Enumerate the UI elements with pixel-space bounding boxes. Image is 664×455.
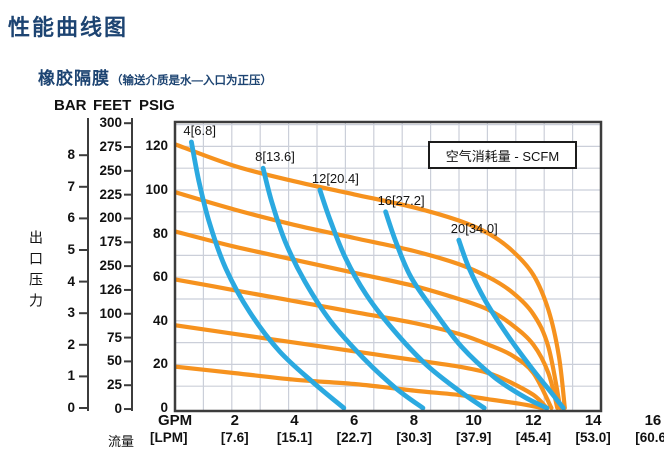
bar-axis-header: BAR — [54, 97, 87, 114]
pressure-curve — [176, 277, 554, 410]
ladder-scales — [79, 118, 133, 411]
air-consumption-curve — [260, 165, 426, 410]
flow-quantity-label: 流量 — [108, 434, 135, 449]
air-consumption-curve — [317, 187, 487, 410]
diaphragm-subtitle-main: 橡胶隔膜 — [38, 69, 110, 88]
pressure-curve — [176, 229, 560, 410]
air-consumption-curve — [383, 209, 550, 410]
plot-frame — [173, 120, 603, 413]
pressure-curve — [176, 142, 567, 410]
air-consumption-legend: 空气消耗量 - SCFM — [428, 141, 577, 169]
page-title: 性能曲线图 — [8, 15, 129, 40]
lpm-unit-label: [LPM] — [150, 430, 188, 445]
outlet-pressure-axis-title: 出口压力 — [28, 230, 44, 314]
air-consumption-curve — [189, 139, 347, 410]
pressure-curve — [176, 323, 549, 410]
gpm-unit-label: GPM — [158, 412, 193, 429]
diaphragm-subtitle: 橡胶隔膜 （输送介质是水—入口为正压） — [38, 64, 272, 89]
psig-axis-header: PSIG — [139, 97, 175, 114]
air-consumption-curve — [456, 237, 566, 410]
feet-axis-header: FEET — [93, 97, 132, 114]
diaphragm-subtitle-note: （输送介质是水—入口为正压） — [111, 75, 272, 87]
pressure-curve — [176, 364, 545, 410]
air-consumption-legend-text: 空气消耗量 - SCFM — [445, 148, 560, 164]
